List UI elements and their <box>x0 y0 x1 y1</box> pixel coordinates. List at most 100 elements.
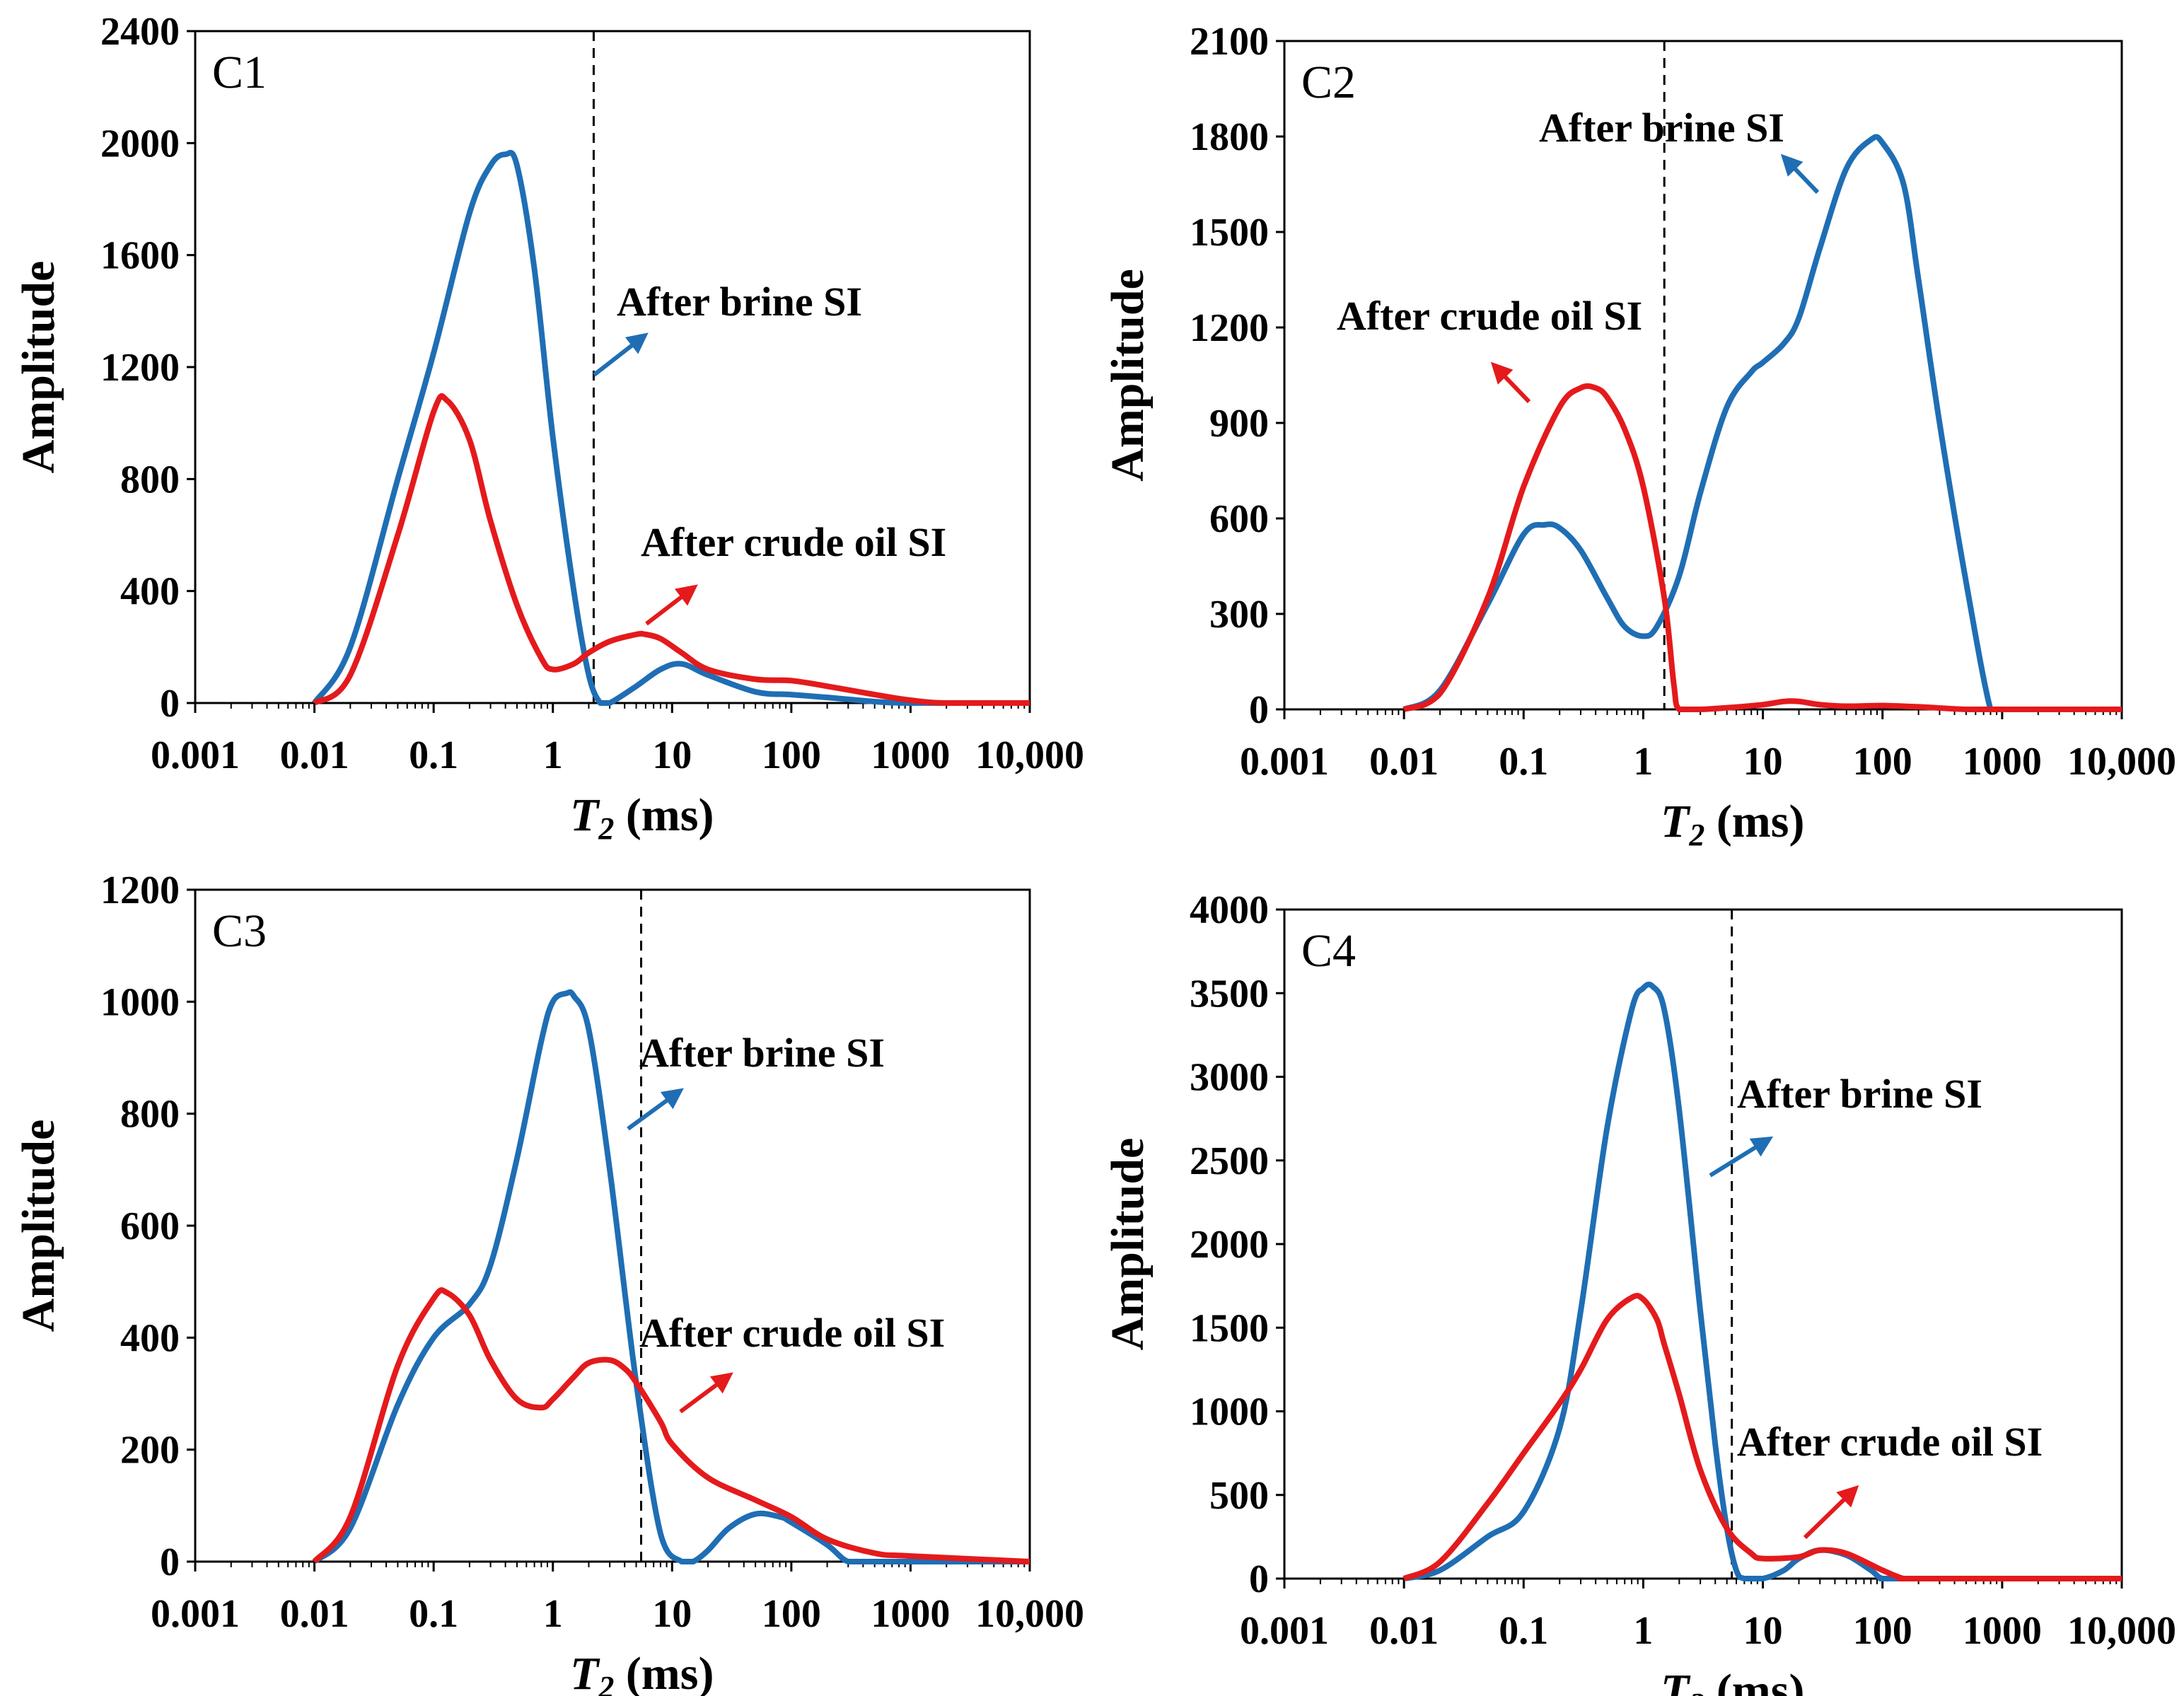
series-line-brine <box>312 989 1030 1565</box>
y-tick-label: 1600 <box>100 234 180 278</box>
annotation-arrow <box>1709 1136 1774 1178</box>
panel-label: C3 <box>212 905 267 957</box>
series-line-brine <box>1402 134 2122 713</box>
x-tick-label: 1 <box>543 733 563 777</box>
x-axis-title: T2 (ms) <box>570 789 714 846</box>
x-tick-label: 0.1 <box>1499 740 1548 784</box>
panel-label: C4 <box>1301 925 1356 977</box>
x-tick-label: 1 <box>1633 740 1653 784</box>
y-tick-label: 1200 <box>1190 306 1269 350</box>
annotation-brine: After brine SI <box>639 1030 885 1076</box>
y-tick-label: 1800 <box>1190 115 1269 159</box>
x-tick-label: 0.001 <box>1240 740 1329 784</box>
chart-panel-c4: 0 500 1000 1500 2000 2500 3000 3500 4000 0.001 0.0… <box>1102 888 2176 1696</box>
annotation-brine: After brine SI <box>617 279 862 325</box>
x-tick-label: 1000 <box>871 733 950 777</box>
y-tick-label: 2500 <box>1190 1139 1269 1183</box>
x-tick-label: 0.001 <box>1240 1609 1329 1653</box>
annotation-crude-oil: After crude oil SI <box>1337 293 1642 339</box>
x-tick-label: 1000 <box>1963 1609 2042 1653</box>
x-tick-label: 10,000 <box>2067 740 2176 784</box>
annotation-arrow <box>627 1088 684 1131</box>
y-tick-label: 2400 <box>100 10 180 54</box>
y-tick-label: 400 <box>120 1316 180 1360</box>
x-axis-title: T2 (ms) <box>1661 1665 1804 1696</box>
x-axis-title: T2 (ms) <box>1661 796 1804 852</box>
x-tick-label: 0.01 <box>280 1592 349 1636</box>
y-tick-label: 1000 <box>100 980 180 1024</box>
y-tick-label: 800 <box>120 1093 180 1137</box>
annotation-arrow <box>1490 361 1531 404</box>
x-tick-label: 0.01 <box>280 733 349 777</box>
x-tick-label: 100 <box>762 733 821 777</box>
series-line-crude-oil <box>1402 1293 2122 1582</box>
y-tick-label: 800 <box>120 458 180 501</box>
y-tick-label: 1500 <box>1190 211 1269 255</box>
x-tick-label: 0.001 <box>151 733 240 777</box>
y-tick-label: 1200 <box>100 346 180 390</box>
y-tick-label: 0 <box>1249 688 1269 732</box>
x-tick-label: 100 <box>1853 740 1912 784</box>
x-tick-label: 100 <box>762 1592 821 1636</box>
series-line-brine <box>312 149 1030 707</box>
annotation-crude-oil: After crude oil SI <box>639 1310 945 1356</box>
y-tick-label: 1000 <box>1190 1390 1269 1434</box>
y-tick-label: 3500 <box>1190 972 1269 1016</box>
y-tick-label: 900 <box>1209 402 1269 446</box>
series-line-crude-oil <box>312 1287 1030 1564</box>
y-tick-label: 1200 <box>100 869 180 912</box>
y-tick-label: 400 <box>120 570 180 614</box>
x-tick-label: 10,000 <box>2067 1609 2176 1653</box>
y-tick-label: 600 <box>120 1204 180 1248</box>
x-tick-label: 10 <box>1743 740 1783 784</box>
panel-label: C2 <box>1301 57 1356 108</box>
y-tick-label: 1500 <box>1190 1306 1269 1350</box>
x-tick-label: 100 <box>1853 1609 1912 1653</box>
y-tick-label: 500 <box>1209 1474 1269 1518</box>
y-tick-label: 2100 <box>1190 20 1269 64</box>
y-tick-label: 300 <box>1209 593 1269 637</box>
y-axis-title: Amplitude <box>13 1120 64 1332</box>
annotation-brine: After brine SI <box>1737 1071 1982 1117</box>
x-tick-label: 0.1 <box>1499 1609 1548 1653</box>
annotation-crude-oil: After crude oil SI <box>641 519 946 565</box>
x-tick-label: 1 <box>1633 1609 1653 1653</box>
x-tick-label: 1000 <box>1963 740 2042 784</box>
x-tick-label: 0.1 <box>409 733 458 777</box>
x-tick-label: 0.01 <box>1369 740 1439 784</box>
annotation-arrow <box>645 584 698 626</box>
x-tick-label: 0.001 <box>151 1592 240 1636</box>
chart-panel-c3: 0 200 400 600 800 1000 1200 0.001 0.01 0.1 1 10 100 1… <box>13 869 1084 1696</box>
x-axis-title: T2 (ms) <box>570 1648 714 1696</box>
y-axis-title: Amplitude <box>1102 1138 1154 1351</box>
x-tick-label: 10 <box>1743 1609 1783 1653</box>
chart-panel-c2: 0 300 600 900 1200 1500 1800 2100 0.001 0.01 0.1 1 1… <box>1102 20 2176 852</box>
annotation-crude-oil: After crude oil SI <box>1737 1419 2043 1465</box>
panel-label: C1 <box>212 47 267 98</box>
x-tick-label: 10 <box>652 733 692 777</box>
y-tick-label: 2000 <box>1190 1223 1269 1267</box>
annotation-arrow <box>593 332 649 377</box>
y-tick-label: 200 <box>120 1429 180 1473</box>
y-tick-label: 4000 <box>1190 888 1269 932</box>
annotation-arrow <box>1780 153 1820 194</box>
x-tick-label: 1 <box>543 1592 563 1636</box>
y-tick-label: 2000 <box>100 122 180 165</box>
x-tick-label: 10 <box>652 1592 692 1636</box>
x-tick-label: 0.01 <box>1369 1609 1439 1653</box>
x-tick-label: 10,000 <box>975 1592 1084 1636</box>
y-tick-label: 0 <box>160 1540 180 1584</box>
x-tick-label: 1000 <box>871 1592 950 1636</box>
y-tick-label: 0 <box>1249 1557 1269 1601</box>
y-tick-label: 600 <box>1209 497 1269 541</box>
x-tick-label: 0.1 <box>409 1592 458 1636</box>
annotation-arrow <box>679 1372 733 1414</box>
annotation-brine: After brine SI <box>1539 105 1784 151</box>
y-tick-label: 0 <box>160 682 180 726</box>
annotation-arrow <box>1803 1485 1859 1540</box>
y-axis-title: Amplitude <box>13 261 64 474</box>
x-tick-label: 10,000 <box>975 733 1084 777</box>
y-tick-label: 3000 <box>1190 1056 1269 1100</box>
series-line-crude-oil <box>313 393 1030 707</box>
